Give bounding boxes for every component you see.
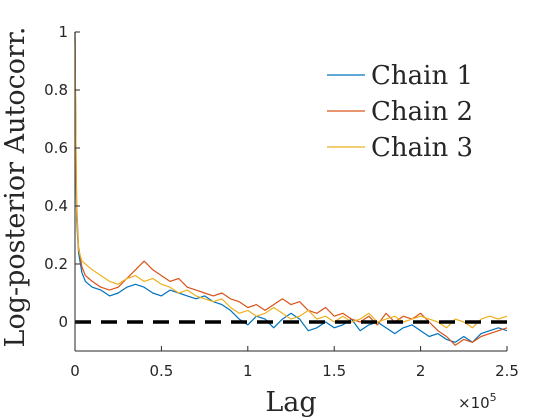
y-tick-label: 0.6 (44, 139, 68, 157)
y-tick-label: 0.4 (44, 197, 68, 215)
x-tick-label: 1.5 (322, 362, 346, 380)
legend-label-chain-3: Chain 3 (371, 133, 473, 163)
y-ticks: 0 0.2 0.4 0.6 0.8 1 (44, 23, 80, 331)
legend-label-chain-1: Chain 1 (371, 61, 473, 91)
y-tick-label: 0.2 (44, 255, 68, 273)
x-multiplier-exponent: 5 (490, 391, 497, 404)
y-tick-label: 0.8 (44, 81, 68, 99)
x-tick-label: 1 (243, 362, 253, 380)
y-axis-label: Log-posterior Autocorr. (0, 27, 31, 348)
y-tick-label: 1 (58, 23, 68, 41)
x-axis-label: Lag (265, 387, 316, 418)
series-line-chain-3 (74, 31, 508, 329)
x-ticks: 0 0.5 1 1.5 2 2.5 (70, 346, 519, 380)
axes-layer (74, 32, 507, 352)
x-tick-label: 2.5 (495, 362, 519, 380)
x-tick-label: 0 (70, 362, 80, 380)
y-tick-label: 0 (58, 313, 68, 331)
legend-label-chain-2: Chain 2 (371, 97, 473, 127)
x-multiplier-base: ×10 (458, 394, 490, 412)
x-tick-label: 0.5 (149, 362, 173, 380)
x-tick-label: 2 (416, 362, 426, 380)
x-axis-multiplier: ×105 (458, 391, 497, 412)
legend: Chain 1 Chain 2 Chain 3 (327, 61, 473, 163)
